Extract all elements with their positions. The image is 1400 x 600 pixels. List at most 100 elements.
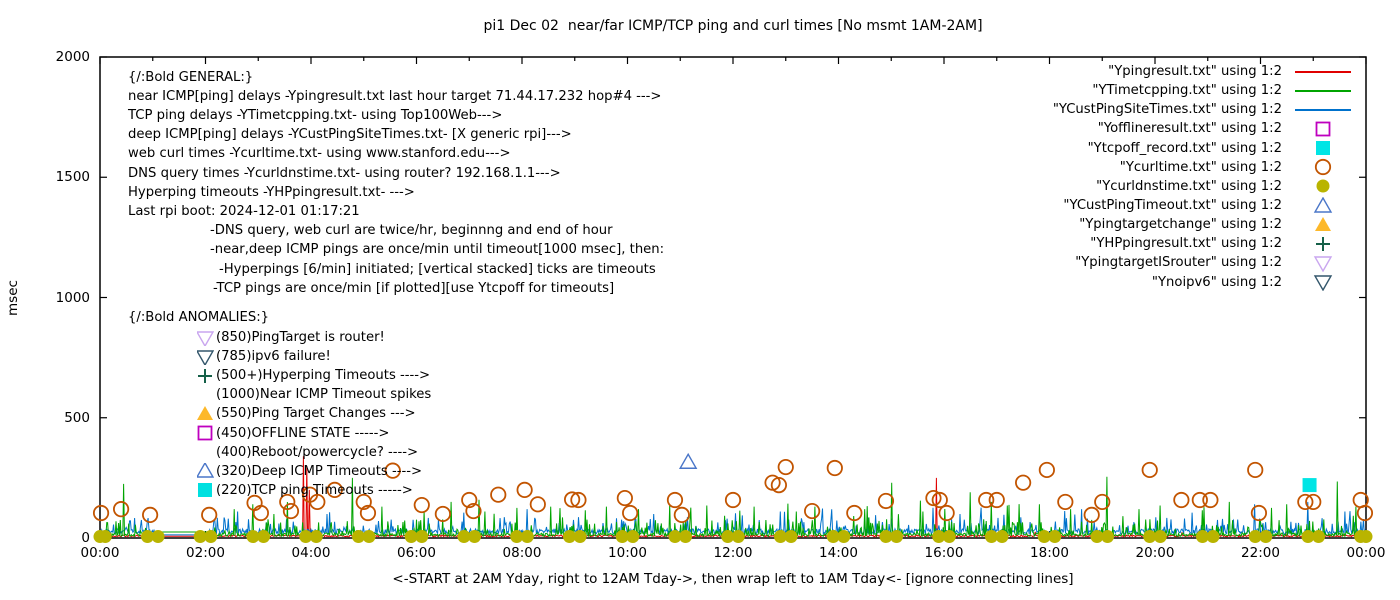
points-ycustpingtimeout (678, 452, 698, 469)
point-ycurldnstime (932, 530, 946, 544)
x-tick-7: 14:00 (819, 545, 858, 561)
point-ycurldnstime (457, 530, 471, 544)
legend-entry-ycurltime: "Ycurltime.txt" using 1:2 (1053, 158, 1356, 177)
anomaly-line-1: (785)ipv6 failure! (197, 347, 331, 366)
x-tick-3: 06:00 (397, 545, 436, 561)
point-ycurldnstime (404, 530, 418, 544)
point-ycurldnstime (573, 530, 587, 544)
point-ycurltime (938, 504, 955, 522)
legend-entry-ytimetcpping: "YTimetcpping.txt" using 1:2 (1053, 81, 1356, 100)
point-ycurldnstime (362, 530, 376, 544)
point-ycurldnstime (1153, 530, 1167, 544)
legend-glyph-ycurldnstime (1316, 179, 1330, 193)
point-ycurldnstime (984, 530, 998, 544)
anomaly-marker-open-square (197, 425, 213, 441)
point-ycurltime (1356, 504, 1374, 522)
point-ycurltime (282, 502, 300, 520)
point-ycurldnstime (668, 530, 682, 544)
point-ycurldnstime (246, 530, 260, 544)
point-ycurldnstime (626, 530, 640, 544)
x-tick-5: 10:00 (608, 545, 647, 561)
legend-entry-ycurldnstime: "Ycurldnstime.txt" using 1:2 (1053, 177, 1356, 196)
point-ycurldnstime (140, 530, 154, 544)
point-ycurltime (925, 489, 942, 507)
point-ycurltime (252, 504, 269, 522)
anomaly-marker-open-triangle-down (197, 349, 214, 365)
legend-marker-yhppingresult (1316, 236, 1330, 251)
anomaly-glyph (197, 349, 214, 365)
point-ycurldnstime (1206, 530, 1220, 544)
point-ycurldnstime (151, 530, 165, 544)
x-axis-label: <-START at 2AM Yday, right to 12AM Tday-… (392, 571, 1074, 587)
anomaly-line-8-text: (220)TCP ping Timeouts -----> (216, 482, 413, 498)
point-ycurltime (826, 459, 843, 477)
point-ycurltime (1057, 493, 1074, 511)
x-tick-12: 00:00 (1346, 545, 1386, 561)
legend-marker-ytcpoff-record (1316, 141, 1330, 156)
point-ycurldnstime (1090, 530, 1104, 544)
anomaly-line-6: (400)Reboot/powercycle? ----> (197, 443, 418, 462)
legend-label-ycurldnstime: "Ycurldnstime.txt" using 1:2 (1096, 178, 1282, 194)
point-ycurltime (1191, 491, 1208, 509)
point-ycurltime (1173, 491, 1190, 509)
general-line-4-text: web curl times -Ycurltime.txt- using www… (128, 146, 511, 162)
point-ycurldnstime (520, 530, 534, 544)
point-ycurltime (279, 493, 296, 511)
anomaly-marker-filled-triangle-up (197, 405, 213, 420)
legend-entry-ycustpingtimeout: "YCustPingTimeout.txt" using 1:2 (1053, 196, 1356, 215)
legend-label-ycustpingsitetimes: "YCustPingSiteTimes.txt" using 1:2 (1052, 102, 1282, 118)
point-ycurltime (434, 505, 451, 523)
point-ycurltime (413, 496, 430, 514)
point-ycurltime (777, 458, 794, 476)
y-tick-4: 2000 (55, 49, 90, 65)
point-ycurltime (142, 506, 159, 524)
point-ycurltime (622, 504, 639, 522)
legend-marker-ypingresult (1295, 70, 1351, 73)
point-ycurldnstime (1301, 530, 1315, 544)
x-tick-9: 18:00 (1030, 545, 1069, 561)
point-ycurltime (804, 502, 821, 520)
y-tick-3: 1500 (55, 169, 90, 186)
point-ycurldnstime (204, 530, 218, 544)
point-ycurltime (490, 486, 507, 503)
x-tick-11: 22:00 (1241, 545, 1280, 561)
anomaly-marker-filled-square (198, 483, 212, 498)
point-ycurldnstime (309, 530, 323, 544)
point-ycurltime (978, 491, 995, 509)
y-tick-2: 1000 (55, 289, 90, 306)
point-ycurldnstime (1359, 530, 1373, 544)
anomalies-header: {/:Bold ANOMALIES:} (128, 308, 269, 327)
point-ycurldnstime (837, 530, 851, 544)
legend-marker-ypingtargetchange (1315, 216, 1331, 231)
general-line-3: deep ICMP[ping] delays -YCustPingSiteTim… (128, 125, 572, 144)
anomaly-glyph (198, 483, 212, 498)
point-ycurltime (1094, 493, 1111, 511)
general-line-8-text: -DNS query, web curl are twice/hr, begin… (210, 223, 613, 239)
general-line-11-text: -TCP pings are once/min [if plotted][use… (213, 280, 615, 296)
point-ycurltime (384, 462, 401, 479)
legend-marker-ycurldnstime (1316, 179, 1330, 193)
legend-entry-ycustpingsitetimes: "YCustPingSiteTimes.txt" using 1:2 (1053, 100, 1356, 119)
point-ycurldnstime (773, 530, 787, 544)
anomaly-line-7: (320)Deep ICMP Timeouts ----> (197, 462, 422, 481)
general-line-1-text: near ICMP[ping] delays -Ypingresult.txt … (128, 88, 662, 104)
point-ycurldnstime (679, 530, 693, 544)
anomaly-line-5: (450)OFFLINE STATE -----> (197, 424, 389, 443)
legend-glyph-yofflineresult (1315, 121, 1331, 137)
anomaly-line-2: (500+)Hyperping Timeouts ----> (197, 366, 430, 385)
point-ycurltime (564, 491, 581, 508)
general-line-5-text: DNS query times -Ycurldnstime.txt- using… (128, 165, 561, 181)
point-ycurltime (355, 493, 372, 511)
legend-label-ynoipv6: "Ynoipv6" using 1:2 (1151, 274, 1282, 290)
legend-label-ypingresult: "Ypingresult.txt" using 1:2 (1108, 64, 1282, 80)
point-ycurltime (724, 491, 742, 509)
general-line-6-text: Hyperping timeouts -YHPpingresult.txt- -… (128, 184, 415, 200)
chart-title: pi1 Dec 02 near/far ICMP/TCP ping and cu… (483, 18, 983, 34)
legend-entry-ypingtargetisrouter: "YpingtargetISrouter" using 1:2 (1053, 253, 1356, 272)
general-line-2-text: TCP ping delays -YTimetcpping.txt- using… (128, 107, 503, 123)
anomalies-header-text: {/:Bold ANOMALIES:} (128, 310, 270, 325)
legend-glyph-ycustpingtimeout (1313, 196, 1333, 213)
point-ycurldnstime (995, 530, 1009, 544)
